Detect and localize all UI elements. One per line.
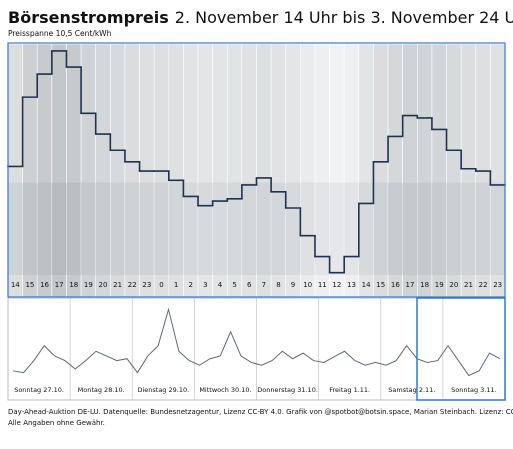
hour-band bbox=[110, 182, 125, 275]
hour-band bbox=[329, 182, 345, 275]
x-tick-label: 6 bbox=[247, 281, 252, 289]
hour-band bbox=[461, 182, 476, 275]
hour-band bbox=[314, 182, 330, 275]
hour-band bbox=[66, 182, 82, 275]
footer: Day-Ahead-Auktion DE-LU. Datenquelle: Bu… bbox=[8, 408, 513, 416]
x-tick-label: 23 bbox=[493, 281, 502, 289]
x-tick-label: 19 bbox=[84, 281, 93, 289]
x-tick-label: 21 bbox=[464, 281, 473, 289]
x-tick-label: 23 bbox=[142, 281, 151, 289]
day-label: Mittwoch 30.10. bbox=[199, 386, 251, 394]
x-tick-label: 3 bbox=[203, 281, 207, 289]
hour-band bbox=[8, 182, 23, 275]
hour-band bbox=[475, 182, 491, 275]
day-label: Sonntag 3.11. bbox=[451, 386, 497, 394]
hour-band bbox=[37, 182, 52, 275]
hour-band bbox=[198, 182, 213, 275]
hour-band bbox=[95, 182, 111, 275]
day-label: Sonntag 27.10. bbox=[14, 386, 64, 394]
x-tick-label: 14 bbox=[11, 281, 20, 289]
main-frame bbox=[7, 42, 506, 298]
chart-title: Börsenstrompreis 2. November 14 Uhr bis 3… bbox=[8, 8, 513, 27]
x-tick-label: 13 bbox=[347, 281, 356, 289]
day-label: Samstag 2.11. bbox=[388, 386, 435, 394]
hour-band bbox=[388, 182, 403, 275]
hour-band bbox=[256, 182, 272, 275]
x-tick-label: 18 bbox=[69, 281, 78, 289]
x-tick-label: 9 bbox=[291, 281, 295, 289]
hour-band bbox=[490, 182, 505, 275]
x-tick-label: 21 bbox=[113, 281, 122, 289]
x-tick-label: 11 bbox=[318, 281, 327, 289]
day-label: Freitag 1.11. bbox=[329, 386, 370, 394]
hour-band bbox=[285, 182, 301, 275]
hour-band bbox=[212, 182, 228, 275]
x-tick-label: 20 bbox=[99, 281, 108, 289]
hour-band bbox=[168, 182, 184, 275]
overview-line bbox=[13, 307, 501, 377]
overview-window bbox=[416, 297, 506, 401]
hour-band bbox=[402, 182, 418, 275]
title-range: 2. November 14 Uhr bis 3. November 24 Uh… bbox=[175, 8, 513, 27]
hour-band bbox=[183, 182, 199, 275]
x-tick-label: 5 bbox=[232, 281, 236, 289]
hour-band bbox=[300, 182, 315, 275]
overview-plot: Sonntag 27.10. Montag 28.10. Dienstag 29.1… bbox=[13, 298, 501, 400]
x-tick-label: 12 bbox=[332, 281, 341, 289]
x-tick-label: 17 bbox=[55, 281, 64, 289]
hour-band bbox=[227, 182, 242, 275]
day-label: Montag 28.10. bbox=[78, 386, 125, 394]
x-tick-label: 16 bbox=[391, 281, 400, 289]
x-tick-label: 10 bbox=[303, 281, 312, 289]
main-plot: 14 15 16 17 18 19 20 21 22 23 0 1 2 3 4 5 6 7 8 9 10 11 12 13 14… bbox=[7, 43, 506, 298]
hour-band bbox=[241, 182, 257, 275]
x-tick-label: 4 bbox=[218, 281, 223, 289]
x-tick-label: 22 bbox=[479, 281, 488, 289]
hour-band bbox=[446, 182, 462, 275]
x-tick-label: 2 bbox=[188, 281, 192, 289]
x-tick-label: 0 bbox=[159, 281, 163, 289]
x-tick-label: 16 bbox=[40, 281, 49, 289]
subtitle: Preisspanne 10,5 Cent/kWh bbox=[8, 29, 112, 38]
hour-band bbox=[124, 182, 140, 275]
x-tick-label: 1 bbox=[174, 281, 178, 289]
x-tick-label: 15 bbox=[25, 281, 34, 289]
hour-band bbox=[431, 182, 447, 275]
x-tick-label: 18 bbox=[420, 281, 429, 289]
day-label: Dienstag 29.10. bbox=[137, 386, 189, 394]
day-label: Donnerstag 31.10. bbox=[257, 386, 318, 394]
x-tick-label: 15 bbox=[376, 281, 385, 289]
hour-band bbox=[271, 182, 286, 275]
x-tick-label: 20 bbox=[449, 281, 458, 289]
hour-band bbox=[139, 182, 155, 275]
x-tick-label: 19 bbox=[435, 281, 444, 289]
footer: Alle Angaben ohne Gewähr. bbox=[8, 419, 105, 427]
hour-band bbox=[373, 182, 389, 275]
x-tick-label: 17 bbox=[406, 281, 415, 289]
hour-band bbox=[358, 182, 374, 275]
hour-band bbox=[417, 182, 432, 275]
x-tick-label: 22 bbox=[128, 281, 137, 289]
hour-band bbox=[154, 182, 169, 275]
x-tick-label: 7 bbox=[262, 281, 266, 289]
title-main: Börsenstrompreis bbox=[8, 8, 169, 27]
x-tick-label: 8 bbox=[276, 281, 280, 289]
x-tick-label: 14 bbox=[362, 281, 371, 289]
hour-band bbox=[51, 182, 67, 275]
hour-band bbox=[81, 182, 96, 275]
hour-band bbox=[22, 182, 38, 275]
hour-band bbox=[344, 182, 359, 275]
